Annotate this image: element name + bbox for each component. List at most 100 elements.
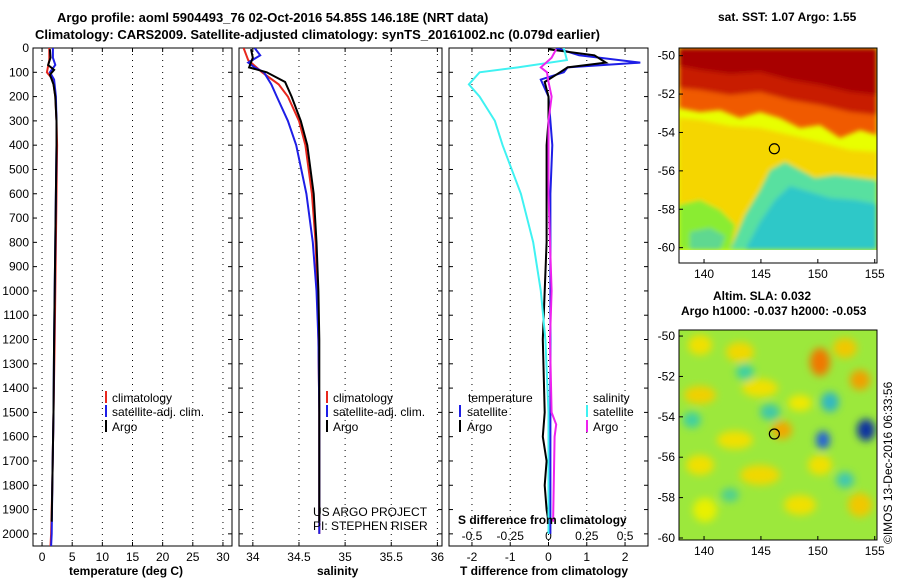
map-x-tick-label: 155: [865, 544, 885, 558]
s-tick-label: 0.25: [575, 529, 599, 543]
map-x-tick-label: 145: [751, 267, 771, 281]
x-tick-label: 10: [96, 550, 110, 564]
sla-argo-location-marker: [768, 428, 780, 440]
chart-title-line1: Argo profile: aoml 5904493_76 02-Oct-201…: [57, 10, 489, 25]
x-tick-label: 35: [338, 550, 352, 564]
x-tick-label: 35.5: [380, 550, 404, 564]
x-tick-label: 2: [622, 550, 629, 564]
y-tick-label: 500: [9, 162, 29, 176]
difference-x-axis-label: T difference from climatology: [460, 564, 628, 578]
map-y-tick-label: -58: [658, 491, 676, 505]
map-y-tick-label: -60: [658, 241, 676, 255]
panel-salinity: 34 34.5 35 35.5 36: [238, 47, 445, 564]
x-tick-label: 0: [39, 550, 46, 564]
plot-frame: [32, 47, 233, 547]
legend-label-climatology: climatology: [112, 391, 172, 405]
panel-difference: -2 -1 0 1 2 -0.5 -0.25 0 0.25 0.5: [448, 47, 649, 564]
x-tick-label: 5: [69, 550, 76, 564]
y-tick-label: 1100: [3, 308, 29, 322]
y-tick-label: 1500: [2, 405, 29, 419]
series-line-t-argo: [541, 48, 609, 522]
map-x-tick-label: 150: [808, 544, 828, 558]
legend-label-climatology: climatology: [333, 391, 393, 405]
series-line-s-satellite: [467, 48, 569, 534]
y-tick-label: 1400: [2, 381, 29, 395]
series-line-s-argo: [539, 48, 558, 522]
sst-map: 140 145 150 155 -50 -52 -54 -56 -58 -60 sat. SST:…: [658, 10, 885, 281]
sla-map: 140 145 150 155 -50 -52 -54 -56 -58 -60 Altim. SL…: [658, 289, 885, 558]
legend-label-t-argo: Argo: [467, 420, 493, 434]
legend-label-argo: Argo: [333, 420, 359, 434]
x-tick-label: 15: [126, 550, 140, 564]
sst-map-title: sat. SST: 1.07 Argo: 1.55: [718, 10, 857, 24]
map-x-tick-label: 155: [865, 267, 885, 281]
y-tick-label: 900: [9, 260, 29, 274]
sla-map-title-line2: Argo h1000: -0.037 h2000: -0.053: [681, 304, 867, 318]
map-y-tick-label: -52: [658, 369, 676, 383]
sst-argo-location-marker: [768, 143, 780, 155]
map-y-tick-label: -54: [658, 410, 676, 424]
credit-project: US ARGO PROJECT: [313, 505, 428, 519]
difference-legend: temperature satellite Argo salinity sate…: [459, 391, 634, 434]
map-y-tick-label: -56: [658, 450, 676, 464]
legend-label-s-argo: Argo: [593, 420, 619, 434]
plot-frame: [238, 47, 443, 547]
chart-title-line2: Climatology: CARS2009. Satellite-adjuste…: [35, 27, 600, 42]
x-tick-label: 0: [545, 550, 552, 564]
legend-title-temperature: temperature: [468, 391, 533, 405]
legend-title-salinity: salinity: [593, 391, 630, 405]
y-tick-label: 2000: [2, 527, 29, 541]
series-group: [242, 48, 321, 534]
x-tick-label: 36: [431, 550, 445, 564]
legend-label-argo: Argo: [112, 420, 138, 434]
legend-label-s-satellite: satellite: [593, 405, 634, 419]
sla-map-title-line1: Altim. SLA: 0.032: [713, 289, 811, 303]
y-tick-label: 1600: [2, 430, 29, 444]
salinity-x-axis-label: salinity: [317, 564, 359, 578]
x-tick-label: 1: [583, 550, 590, 564]
y-tick-label: 1300: [2, 357, 29, 371]
legend-label-satellite: satellite-adj. clim.: [112, 405, 204, 419]
series-group: [45, 48, 59, 546]
map-y-tick-label: -58: [658, 202, 676, 216]
y-tick-label: 800: [9, 235, 29, 249]
salinity-legend: climatology satellite-adj. clim. Argo: [326, 391, 425, 434]
s-tick-label: -0.25: [497, 529, 525, 543]
map-y-tick-label: -56: [658, 164, 676, 178]
imos-watermark: ©IMOS 13-Dec-2016 06:33:56: [881, 381, 895, 544]
y-tick-label: 100: [9, 65, 29, 79]
map-x-tick-label: 150: [808, 267, 828, 281]
y-tick-label: 300: [9, 114, 29, 128]
series-group: [467, 48, 641, 534]
s-tick-label: 0.5: [617, 529, 634, 543]
x-tick-label: 25: [186, 550, 200, 564]
temperature-legend: climatology satellite-adj. clim. Argo: [105, 391, 204, 434]
map-x-tick-label: 140: [694, 267, 714, 281]
panel-temperature: 0 5 10 15 20 25 300100200300400500600700800900…: [2, 41, 233, 564]
credit-pi: PI: STEPHEN RISER: [313, 519, 428, 533]
y-tick-label: 1200: [2, 333, 29, 347]
difference-top-axis-label: S difference from climatology: [458, 513, 627, 527]
x-tick-label: -2: [467, 550, 478, 564]
x-tick-label: 34: [246, 550, 260, 564]
map-y-tick-label: -60: [658, 531, 676, 545]
y-tick-label: 1700: [2, 454, 29, 468]
y-tick-label: 1800: [2, 478, 29, 492]
x-tick-label: 30: [216, 550, 230, 564]
map-y-tick-label: -50: [658, 49, 676, 63]
map-x-tick-label: 140: [694, 544, 714, 558]
y-tick-label: 0: [22, 41, 29, 55]
legend-label-t-satellite: satellite: [467, 405, 508, 419]
s-tick-label: 0: [545, 529, 552, 543]
x-tick-label: 20: [156, 550, 170, 564]
y-tick-label: 200: [9, 90, 29, 104]
y-tick-label: 400: [9, 138, 29, 152]
map-y-tick-label: -52: [658, 87, 676, 101]
y-tick-label: 1000: [2, 284, 29, 298]
map-x-tick-label: 145: [751, 544, 771, 558]
x-tick-label: 34.5: [287, 550, 311, 564]
y-tick-label: 700: [9, 211, 29, 225]
series-line-argo: [46, 49, 58, 522]
legend-label-satellite: satellite-adj. clim.: [333, 405, 425, 419]
